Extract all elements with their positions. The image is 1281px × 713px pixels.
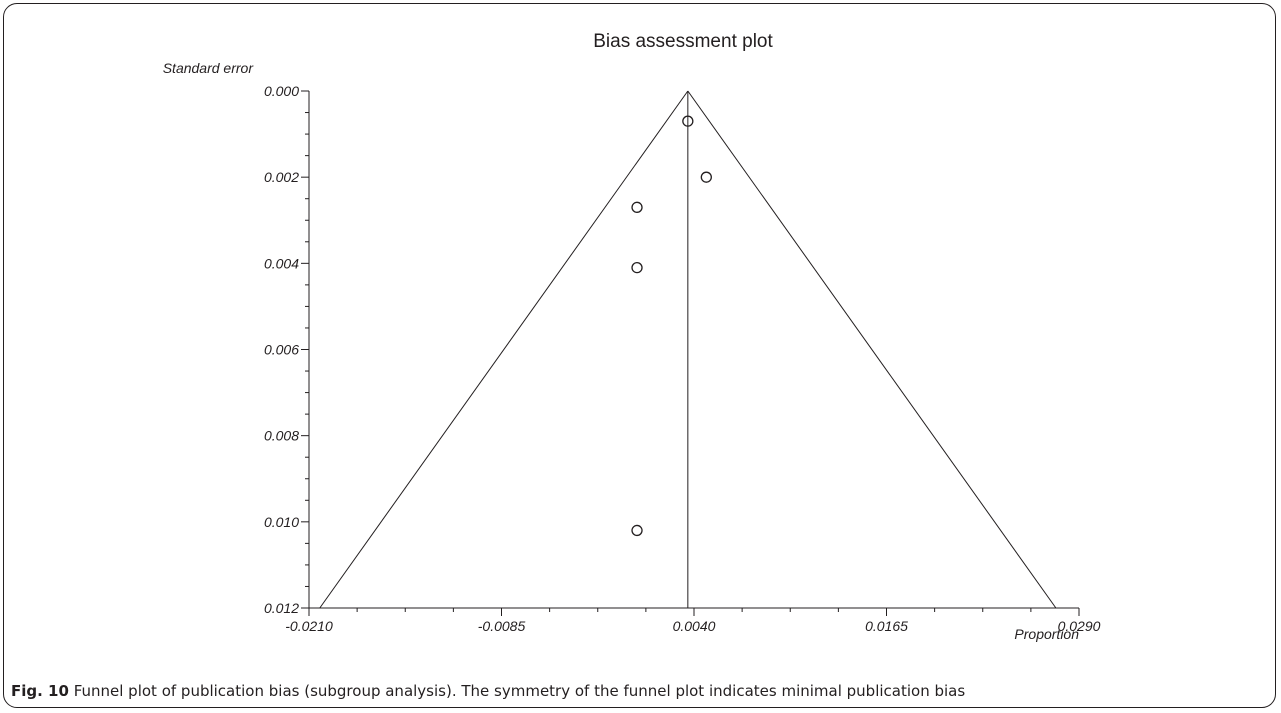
- x-tick-label: 0.0165: [865, 618, 908, 634]
- y-tick-label: 0.010: [264, 514, 299, 530]
- data-point: [682, 115, 694, 127]
- data-point: [631, 261, 643, 274]
- y-tick-label: 0.012: [264, 600, 299, 616]
- funnel-right-line: [687, 90, 1057, 609]
- axes: 0.000 0.002 0.004 0.006 0.008 0.010 0.012 -0.02…: [264, 83, 1101, 634]
- y-axis-label: Standard error: [163, 60, 255, 76]
- y-tick-label: 0.008: [264, 428, 299, 444]
- x-tick-label: -0.0085: [478, 618, 526, 634]
- chart-title: Bias assessment plot: [593, 31, 773, 52]
- y-tick-label: 0.006: [264, 342, 299, 358]
- data-points: [631, 115, 712, 537]
- data-point: [700, 171, 712, 183]
- caption-text: Funnel plot of publication bias (subgrou…: [68, 682, 966, 700]
- y-tick-label: 0.004: [264, 255, 299, 271]
- caption-label: Fig. 10: [11, 682, 69, 700]
- funnel-lines: [319, 90, 1057, 609]
- x-tick-label: 0.0040: [673, 618, 716, 634]
- funnel-plot: Bias assessment plot Standard error Prop…: [163, 31, 1101, 642]
- figure-caption: Fig. 10 Funnel plot of publication bias …: [11, 682, 1271, 700]
- funnel-left-line: [319, 90, 689, 609]
- x-tick-label: 0.0290: [1058, 618, 1101, 634]
- x-tick-label: -0.0210: [285, 618, 333, 634]
- data-point: [631, 201, 643, 213]
- y-tick-label: 0.002: [264, 169, 299, 185]
- x-axis-label: Proportion: [1014, 626, 1079, 642]
- figure-frame: [3, 3, 1276, 708]
- y-tick-label: 0.000: [264, 83, 299, 99]
- data-point: [631, 524, 643, 537]
